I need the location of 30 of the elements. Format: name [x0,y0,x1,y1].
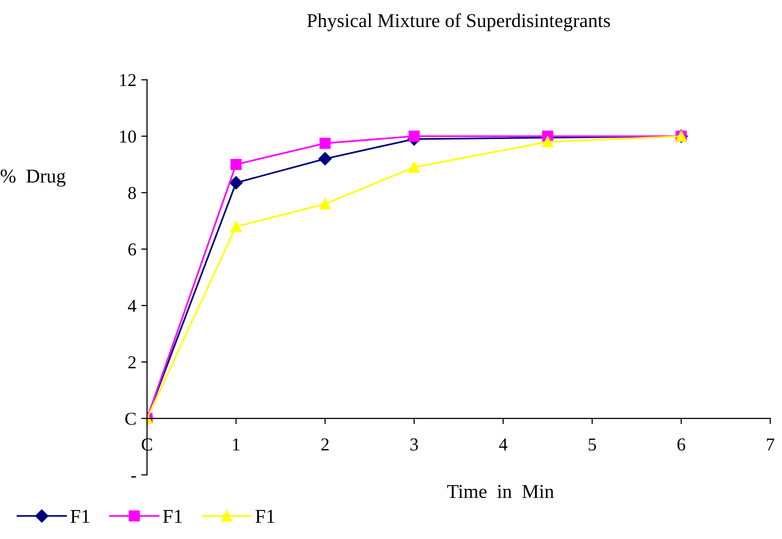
point [320,198,331,210]
y-axis-title: % Drug [0,170,66,187]
y-tick-label: - [131,476,136,478]
point [230,158,242,170]
y-tick-label: 8 [128,186,136,200]
y-tick-label: 10 [120,130,136,143]
legend-label: F1 [70,510,90,523]
point [542,136,554,148]
x-axis-title: Time in Min [447,484,554,498]
y-tick-label: 12 [120,74,136,86]
x-tick-label: 1 [233,438,240,450]
x-tick-label: 4 [499,438,508,450]
legend-label: F1 [256,510,274,523]
chart-title: Physical Mixture of Superdisintegrants [307,13,610,32]
point [408,130,420,142]
point [408,162,420,173]
x-tick-label: 2 [321,438,329,450]
x-tick-label: 5 [588,438,596,451]
point [320,138,331,149]
x-tick-label: 7 [766,438,774,450]
point [318,152,332,166]
y-tick-label: 2 [128,356,136,368]
x-tick-label: 6 [677,438,686,451]
y-tick-label: 6 [128,243,136,256]
y-tick-label: 4 [128,300,136,312]
y-tick-label: C [125,412,136,425]
x-tick-label: 3 [410,438,418,451]
point [229,176,243,190]
point [230,220,242,232]
legend-label: F1 [163,510,182,523]
